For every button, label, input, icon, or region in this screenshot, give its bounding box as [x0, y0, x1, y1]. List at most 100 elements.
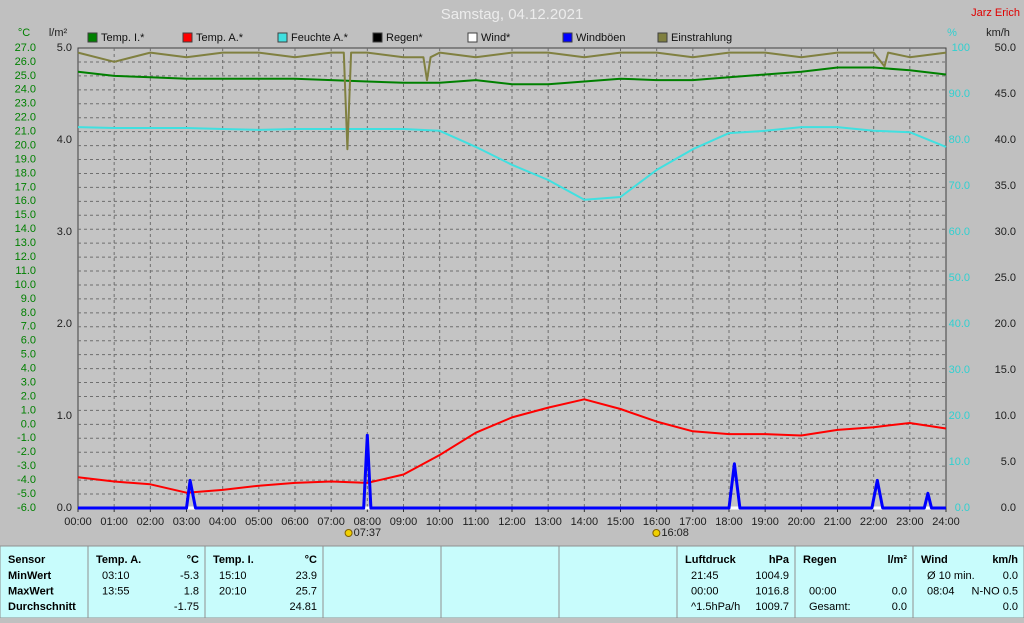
y-tick-label: 3.0	[21, 376, 36, 388]
table-cell: 23.9	[296, 570, 317, 582]
legend-swatch	[277, 32, 288, 43]
table-cell: 0.0	[1003, 570, 1018, 582]
y-tick-label: 12.0	[15, 251, 36, 263]
y-tick-label: 6.0	[21, 335, 36, 347]
y-tick-label: 17.0	[15, 181, 36, 193]
table-cell: N-NO 0.5	[972, 585, 1018, 597]
x-tick-label: 00:00	[64, 516, 92, 528]
legend-swatch	[562, 32, 573, 43]
x-tick-label: 04:00	[209, 516, 237, 528]
y3-tick-label: 30.0	[949, 364, 970, 376]
y-tick-label: 15.0	[15, 209, 36, 221]
x-tick-label: 17:00	[679, 516, 707, 528]
table-cell: -1.75	[174, 601, 199, 613]
y-tick-label: 27.0	[15, 42, 36, 54]
y-tick-label: 14.0	[15, 223, 36, 235]
table-cell: 21:45	[691, 570, 719, 582]
y-tick-label: 7.0	[21, 321, 36, 333]
x-tick-label: 21:00	[824, 516, 852, 528]
series-line	[77, 126, 947, 201]
y3-tick-label: 90.0	[949, 88, 970, 100]
legend-swatch	[657, 32, 668, 43]
y4-tick-label: 20.0	[995, 318, 1016, 330]
table-header: Luftdruck	[685, 554, 737, 566]
y2-tick-label: 5.0	[57, 42, 72, 54]
x-tick-label: 06:00	[281, 516, 309, 528]
y4-unit: km/h	[986, 27, 1010, 39]
table-background	[0, 546, 1024, 618]
y-tick-label: 23.0	[15, 98, 36, 110]
y3-tick-label: 60.0	[949, 226, 970, 238]
table-cell: 1.8	[184, 585, 199, 597]
y-tick-label: 24.0	[15, 84, 36, 96]
series-line	[77, 51, 947, 151]
y-tick-label: 2.0	[21, 390, 36, 402]
x-tick-label: 15:00	[607, 516, 635, 528]
x-tick-label: 12:00	[498, 516, 526, 528]
legend-swatch	[87, 32, 98, 43]
y3-tick-label: 20.0	[949, 410, 970, 422]
y2-tick-label: 1.0	[57, 410, 72, 422]
y-tick-label: 26.0	[15, 56, 36, 68]
table-header: hPa	[769, 554, 790, 566]
y-tick-label: 20.0	[15, 139, 36, 151]
y4-tick-label: 25.0	[995, 272, 1016, 284]
x-tick-label: 09:00	[390, 516, 418, 528]
table-cell: 1016.8	[755, 585, 789, 597]
y2-tick-label: 4.0	[57, 134, 72, 146]
credit: Jarz Erich	[971, 7, 1020, 19]
table-header: Wind	[921, 554, 948, 566]
y3-tick-label: 50.0	[949, 272, 970, 284]
series-line	[77, 66, 947, 86]
y2-tick-label: 2.0	[57, 318, 72, 330]
y-tick-label: 16.0	[15, 195, 36, 207]
table-header: Temp. I.	[213, 554, 254, 566]
table-header: l/m²	[887, 554, 907, 566]
legend-swatch	[467, 32, 478, 43]
y-tick-label: 11.0	[15, 265, 36, 277]
legend-label: Einstrahlung	[671, 32, 732, 44]
y4-tick-label: 0.0	[1001, 502, 1016, 514]
x-tick-label: 02:00	[137, 516, 165, 528]
table-cell: 25.7	[296, 585, 317, 597]
sun-icon	[652, 529, 661, 537]
x-tick-label: 11:00	[462, 516, 489, 528]
y4-tick-label: 40.0	[995, 134, 1016, 146]
y-tick-label: 0.0	[21, 418, 36, 430]
sun-time: 16:08	[661, 527, 689, 539]
legend-label: Regen*	[386, 32, 423, 44]
table-cell: Durchschnitt	[8, 601, 76, 613]
x-tick-label: 08:00	[354, 516, 382, 528]
table-cell: 08:04	[927, 585, 955, 597]
y4-tick-label: 35.0	[995, 180, 1016, 192]
y4-tick-label: 30.0	[995, 226, 1016, 238]
table-cell: 0.0	[892, 601, 907, 613]
y-tick-label: 5.0	[21, 349, 36, 361]
table-header: Temp. A.	[96, 554, 141, 566]
y3-unit: %	[947, 27, 957, 39]
x-tick-label: 14:00	[571, 516, 599, 528]
x-tick-label: 03:00	[173, 516, 201, 528]
y3-tick-label: 10.0	[949, 456, 970, 468]
legend-label: Feuchte A.*	[291, 32, 349, 44]
x-tick-label: 20:00	[788, 516, 816, 528]
y4-tick-label: 50.0	[995, 42, 1016, 54]
table-header: °C	[187, 554, 199, 566]
y-tick-label: -2.0	[17, 446, 36, 458]
y3-tick-label: 70.0	[949, 180, 970, 192]
y4-tick-label: 10.0	[995, 410, 1016, 422]
table-cell: ^1.5hPa/h	[691, 601, 740, 613]
table-cell: 1009.7	[755, 601, 789, 613]
y-tick-label: 13.0	[15, 237, 36, 249]
y-tick-label: 25.0	[15, 70, 36, 82]
y-tick-label: -5.0	[17, 488, 36, 500]
x-tick-label: 23:00	[896, 516, 924, 528]
y4-tick-label: 15.0	[995, 364, 1016, 376]
table-cell: -5.3	[180, 570, 199, 582]
table-cell: 03:10	[102, 570, 130, 582]
y-tick-label: -4.0	[17, 474, 36, 486]
table-cell: 0.0	[1003, 601, 1018, 613]
y2-tick-label: 3.0	[57, 226, 72, 238]
legend-label: Temp. A.*	[196, 32, 244, 44]
